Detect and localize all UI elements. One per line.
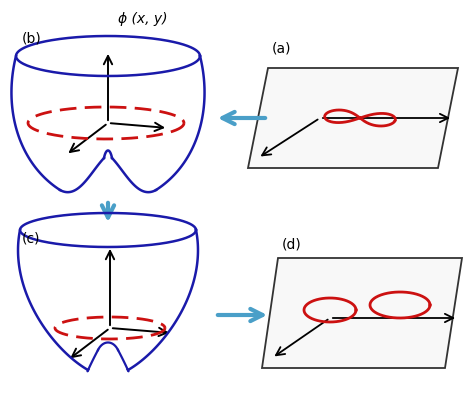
Text: (a): (a) [272, 41, 292, 55]
Polygon shape [262, 258, 462, 368]
Text: (c): (c) [22, 231, 40, 245]
Polygon shape [248, 68, 458, 168]
Text: (d): (d) [282, 237, 302, 251]
Text: (b): (b) [22, 31, 42, 45]
Text: ϕ (x, y): ϕ (x, y) [118, 12, 167, 26]
